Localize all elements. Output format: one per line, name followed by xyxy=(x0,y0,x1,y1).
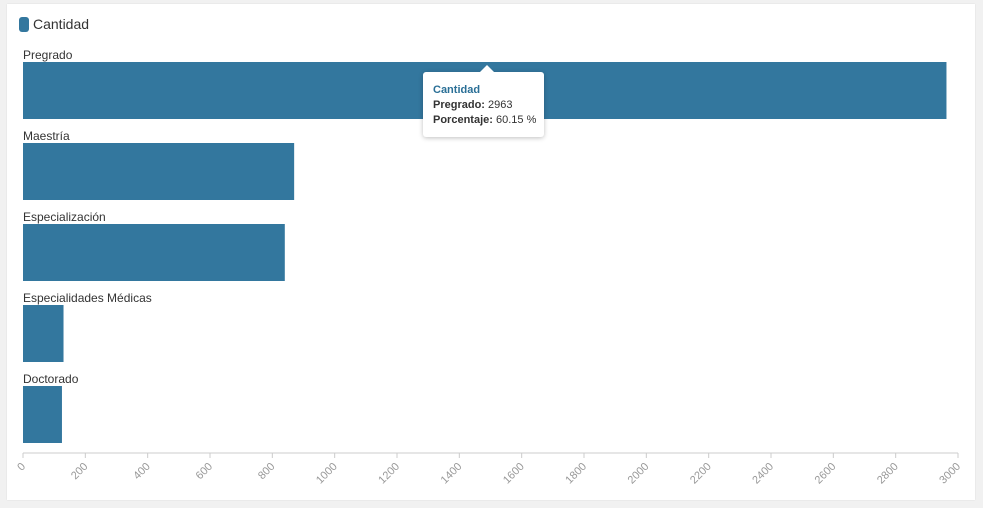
x-tick-label-11: 2200 xyxy=(688,461,714,487)
tooltip-category-value: 2963 xyxy=(488,99,513,111)
bar-3[interactable] xyxy=(23,305,64,362)
x-tick-label-6: 1200 xyxy=(376,461,402,487)
x-tick-label-2: 400 xyxy=(131,461,152,482)
x-tick-label-14: 2800 xyxy=(875,461,901,487)
category-label-3: Especialidades Médicas xyxy=(23,291,152,305)
x-tick-label-7: 1400 xyxy=(439,461,465,487)
x-tick-label-1: 200 xyxy=(69,461,90,482)
tooltip-percent-value: 60.15 % xyxy=(495,114,537,126)
x-tick-label-10: 2000 xyxy=(626,461,652,487)
legend-label: Cantidad xyxy=(33,16,90,32)
category-label-2: Especialización xyxy=(23,210,106,224)
tooltip-row-percent: Porcentaje: 60.15 % xyxy=(433,113,544,128)
bar-4[interactable] xyxy=(23,386,62,443)
x-tick-label-4: 800 xyxy=(256,461,277,482)
legend[interactable]: Cantidad xyxy=(19,16,89,32)
tooltip-percent-label: Porcentaje: xyxy=(433,114,493,126)
x-tick-label-5: 1000 xyxy=(314,461,340,487)
category-label-1: Maestría xyxy=(23,129,70,143)
tooltip: Cantidad Pregrado: 2963 Porcentaje: 60.1… xyxy=(423,65,544,137)
x-tick-label-3: 600 xyxy=(194,461,215,482)
x-tick-label-12: 2400 xyxy=(750,461,776,487)
tooltip-row-category: Pregrado: 2963 xyxy=(433,98,544,113)
category-label-0: Pregrado xyxy=(23,48,73,62)
x-tick-label-8: 1600 xyxy=(501,461,527,487)
category-label-4: Doctorado xyxy=(23,372,79,386)
tooltip-title: Cantidad xyxy=(433,84,481,96)
tooltip-category-label: Pregrado: xyxy=(433,99,485,111)
x-tick-label-0: 0 xyxy=(15,461,28,474)
x-tick-label-15: 3000 xyxy=(937,461,963,487)
legend-swatch xyxy=(19,16,29,32)
bar-2[interactable] xyxy=(23,224,285,281)
x-tick-label-13: 2600 xyxy=(813,461,839,487)
bar-1[interactable] xyxy=(23,143,295,200)
tooltip-arrow xyxy=(480,65,494,72)
x-tick-label-9: 1800 xyxy=(563,461,589,487)
